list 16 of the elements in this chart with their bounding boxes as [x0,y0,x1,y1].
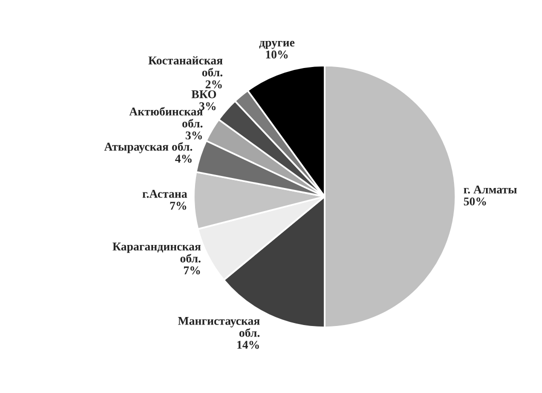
data-label: 10% [266,50,288,59]
data-label: 4% [175,154,192,163]
slice-label: другие [259,40,294,49]
data-label: 7% [184,266,200,274]
slice-label: Костанайская обл. [148,56,223,76]
data-label: 2% [206,80,222,88]
slice-label: Карагандинская обл. [112,242,201,263]
slice-label: Мангистауская обл. [178,317,260,337]
slice-label: ВКО [192,90,216,98]
slice-label: г. Алматы [464,186,517,194]
data-label: 50% [464,197,486,206]
data-label: 3% [186,131,202,140]
data-label: 14% [237,340,259,349]
data-label: 7% [170,202,186,210]
slice-label: г.Астана [142,190,188,198]
slice-label: Атырауская обл. [104,142,192,154]
